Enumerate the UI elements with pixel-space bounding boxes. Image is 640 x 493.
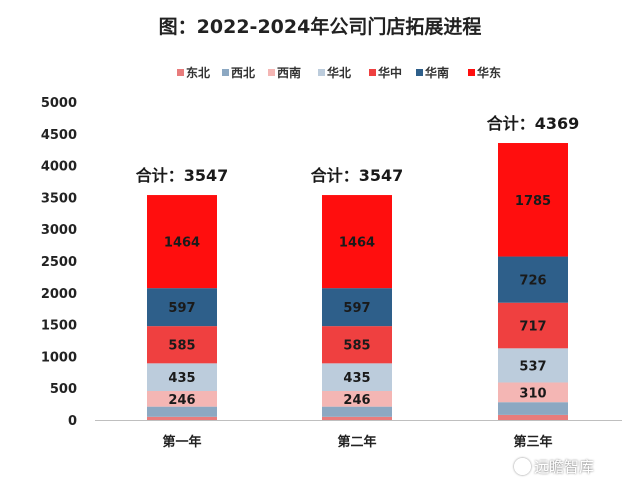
bar-segment bbox=[498, 382, 568, 403]
bar-data-label: 726 bbox=[519, 274, 546, 289]
bar-data-label: 597 bbox=[343, 301, 370, 316]
bar-segment bbox=[498, 414, 568, 420]
watermark: 远瞻智库 bbox=[514, 456, 634, 480]
bar-data-label: 1464 bbox=[164, 236, 200, 251]
legend-label: 西北 bbox=[231, 65, 255, 80]
bar-segment bbox=[147, 326, 217, 364]
bar-data-label: 435 bbox=[343, 371, 370, 386]
x-category-label: 第二年 bbox=[337, 434, 376, 450]
bar-data-label: 717 bbox=[519, 320, 546, 335]
bar-data-label: 1785 bbox=[515, 194, 551, 209]
bar-segment bbox=[147, 390, 217, 407]
bar-total-label: 合计：3547 bbox=[311, 166, 404, 185]
bar-segment bbox=[498, 302, 568, 349]
legend-swatch bbox=[177, 69, 184, 76]
bar-data-label: 1464 bbox=[339, 236, 375, 251]
bar-data-label: 597 bbox=[168, 301, 195, 316]
legend-swatch bbox=[268, 69, 275, 76]
bar-data-label: 246 bbox=[343, 393, 370, 408]
bar-data-label: 585 bbox=[168, 339, 195, 354]
y-tick-label: 2500 bbox=[41, 255, 77, 270]
legend-label: 华东 bbox=[477, 65, 501, 80]
bar-segment bbox=[322, 195, 392, 289]
legend-label: 东北 bbox=[186, 65, 210, 80]
bar-segment bbox=[498, 143, 568, 257]
legend-label: 西南 bbox=[277, 65, 301, 80]
bar-segment bbox=[498, 256, 568, 303]
bar-segment bbox=[147, 363, 217, 391]
y-tick-label: 4000 bbox=[41, 160, 77, 175]
legend-swatch bbox=[222, 69, 229, 76]
y-tick-label: 2000 bbox=[41, 287, 77, 302]
y-tick-label: 0 bbox=[68, 414, 77, 429]
bar-data-label: 537 bbox=[519, 359, 546, 374]
bar-segment bbox=[322, 288, 392, 327]
bar-segment bbox=[322, 363, 392, 391]
legend-label: 华南 bbox=[425, 65, 449, 80]
bar-data-label: 310 bbox=[519, 386, 546, 401]
y-tick-label: 4500 bbox=[41, 128, 77, 143]
x-axis: 第一年 第二年 第三年 bbox=[95, 420, 622, 450]
x-category-label: 第三年 bbox=[513, 434, 552, 450]
bar-segment bbox=[147, 195, 217, 289]
x-category-label: 第一年 bbox=[162, 434, 201, 450]
bar-stacks: 246 435 585 597 1464 合计：3547 246 435 585 597 1464 合… bbox=[136, 114, 580, 420]
bar-data-label: 246 bbox=[168, 393, 195, 408]
bar-total-label: 合计：4369 bbox=[487, 114, 580, 133]
bar-data-label: 585 bbox=[343, 339, 370, 354]
legend-swatch bbox=[369, 69, 376, 76]
chart-title: 图：2022-2024年公司门店拓展进程 bbox=[158, 16, 482, 38]
y-tick-label: 1500 bbox=[41, 319, 77, 334]
legend-label: 华北 bbox=[327, 65, 351, 80]
bar-data-label: 435 bbox=[168, 371, 195, 386]
chart-legend: 东北 西北 西南 华北 华中 华南 华东 bbox=[177, 65, 501, 80]
bar-segment bbox=[498, 348, 568, 383]
bar-segment bbox=[322, 416, 392, 420]
bar-segment bbox=[322, 326, 392, 364]
bar-segment bbox=[147, 416, 217, 420]
legend-swatch bbox=[318, 69, 325, 76]
y-tick-label: 3500 bbox=[41, 191, 77, 206]
bar-segment bbox=[498, 402, 568, 415]
y-tick-label: 1000 bbox=[41, 350, 77, 365]
bar-segment bbox=[147, 406, 217, 417]
legend-label: 华中 bbox=[378, 65, 402, 80]
bar-segment bbox=[322, 390, 392, 407]
legend-swatch bbox=[416, 69, 423, 76]
legend-swatch bbox=[468, 69, 475, 76]
bar-total-label: 合计：3547 bbox=[136, 166, 229, 185]
y-tick-label: 500 bbox=[50, 382, 77, 397]
y-tick-label: 5000 bbox=[41, 96, 77, 111]
circle-logo-icon bbox=[514, 458, 531, 475]
y-axis: 0 500 1000 1500 2000 2500 3000 3500 4000 4500 5000 bbox=[41, 96, 77, 429]
y-tick-label: 3000 bbox=[41, 223, 77, 238]
watermark-text: 远瞻智库 bbox=[534, 458, 595, 476]
bar-segment bbox=[147, 288, 217, 327]
bar-segment bbox=[322, 406, 392, 417]
